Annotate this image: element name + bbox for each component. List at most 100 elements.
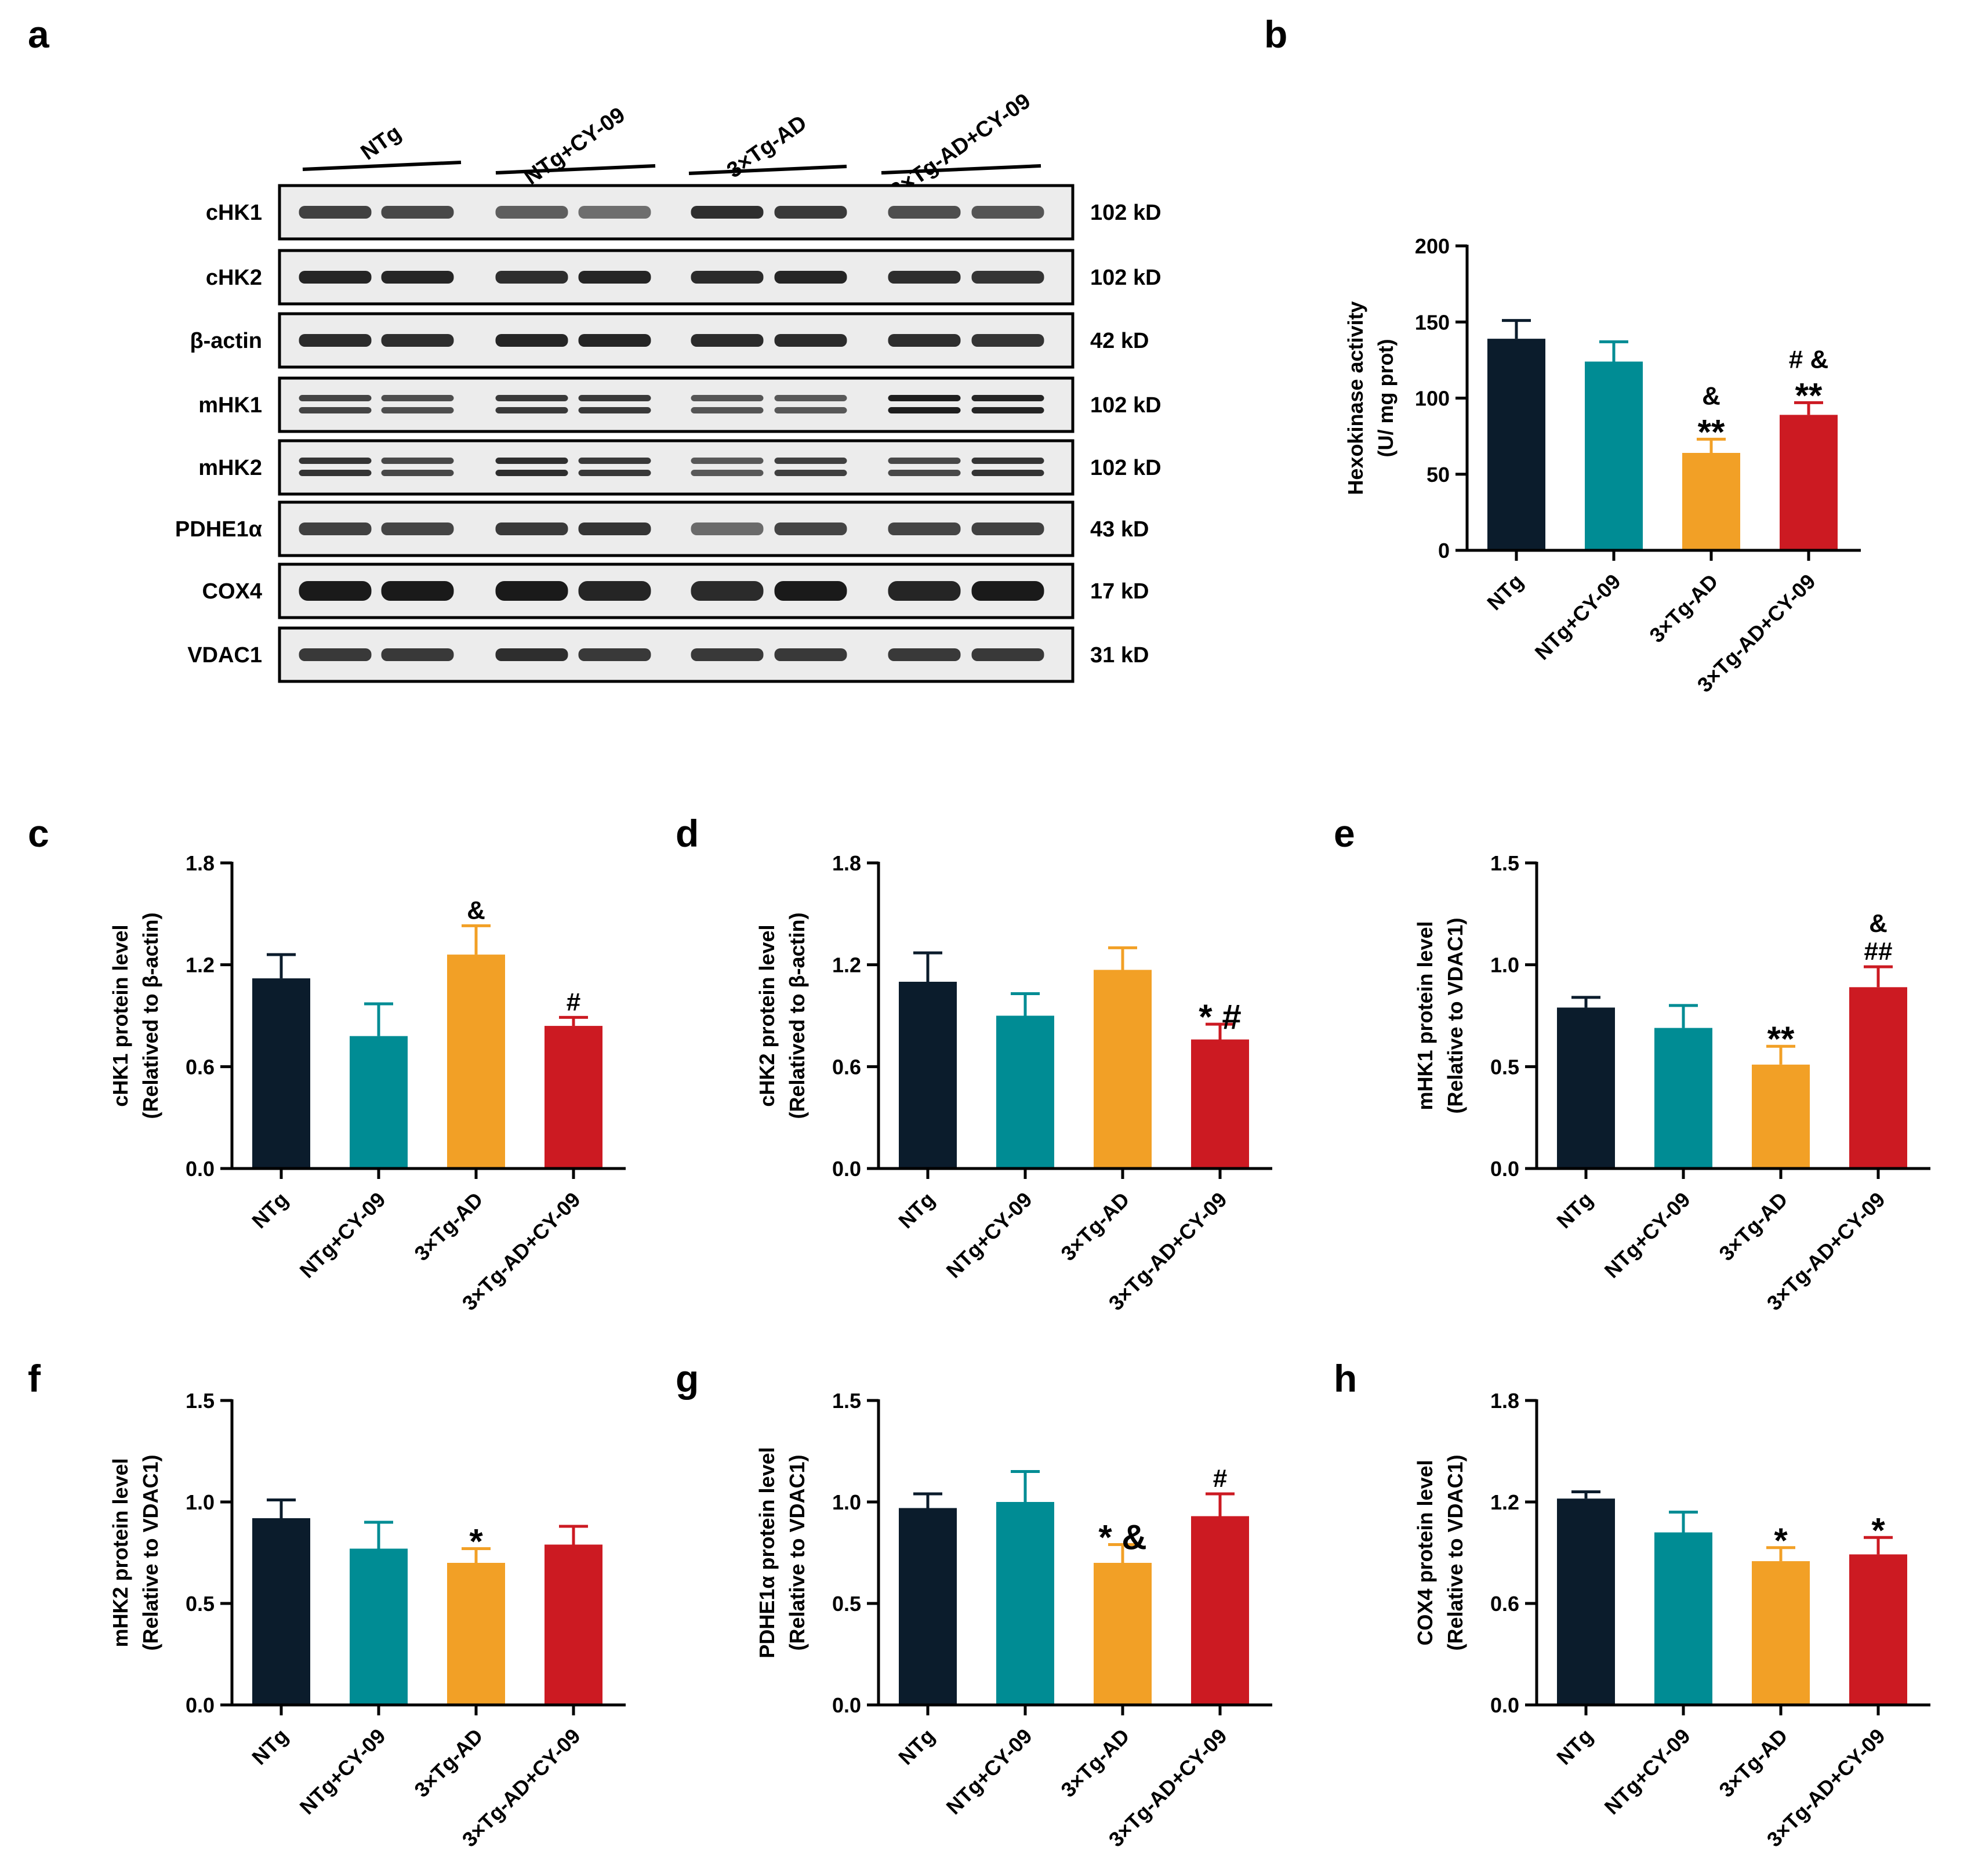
blot-band [381, 206, 454, 219]
group-label-ntg: NTg [357, 121, 406, 165]
blot-band-upper [381, 458, 454, 464]
x-tick-label: NTg [894, 1188, 939, 1233]
bar-3-tg-ad-cy-09 [545, 1026, 602, 1169]
blot-band [888, 334, 961, 347]
x-tick-label: NTg+CY-09 [1600, 1188, 1695, 1283]
y-tick-label: 1.0 [186, 1490, 215, 1514]
blot-band-upper [691, 458, 764, 464]
blot-band [971, 334, 1044, 347]
blot-band [774, 334, 847, 347]
bar-ntg-cy-09 [1585, 361, 1643, 550]
x-tick-label: NTg+CY-09 [942, 1188, 1037, 1283]
y-axis-title: (Relatived to β-actin) [139, 912, 162, 1119]
y-tick-label: 0.6 [832, 1055, 861, 1079]
y-tick-label: 150 [1415, 310, 1450, 334]
blot-size-label: 17 kD [1090, 579, 1149, 604]
y-axis-title: (Relative to VDAC1) [785, 1454, 809, 1650]
blot-band-upper [888, 395, 961, 401]
bar-ntg [899, 981, 957, 1169]
y-tick-label: 0.5 [186, 1592, 215, 1616]
blot-band [299, 271, 372, 284]
blot-band [578, 648, 651, 661]
blot-band [299, 648, 372, 661]
y-axis-title: cHK2 protein level [755, 924, 779, 1106]
blot-row-actin: β-actin 42 kD [190, 312, 1149, 369]
significance-mark: # [567, 988, 580, 1016]
blot-band [578, 206, 651, 219]
blot-band [495, 334, 568, 347]
blot-band-upper [774, 458, 847, 464]
blot-row-chk2: cHK2 102 kD [206, 249, 1161, 306]
bar-3-tg-ad [1682, 453, 1740, 550]
bar-ntg [1557, 1007, 1615, 1169]
bar-3-tg-ad [447, 955, 505, 1169]
significance-mark: * [1774, 1521, 1788, 1560]
blot-protein-label: VDAC1 [187, 643, 262, 667]
x-tick-label: NTg+CY-09 [295, 1188, 390, 1283]
bar-3-tg-ad-cy-09 [545, 1544, 602, 1705]
y-tick-label: 0.5 [832, 1592, 861, 1616]
x-tick-label: 3×Tg-AD [1056, 1724, 1134, 1802]
y-tick-label: 1.0 [832, 1490, 861, 1514]
blot-band [888, 581, 961, 601]
y-axis-title: mHK1 protein level [1413, 921, 1437, 1110]
group-label-3-tg-ad: 3×Tg-AD [723, 111, 811, 183]
blot-band-upper [971, 395, 1044, 401]
bar-ntg [252, 978, 310, 1169]
y-tick-label: 1.2 [186, 953, 215, 977]
panel-letter-h: h [1334, 1357, 1357, 1400]
bar-3-tg-ad-cy-09 [1849, 987, 1907, 1169]
panel-letter-d: d [676, 812, 699, 855]
group-bar-ntg [302, 161, 462, 171]
blot-band [578, 271, 651, 284]
y-tick-label: 0.0 [832, 1157, 861, 1181]
bar-ntg-cy-09 [350, 1548, 408, 1705]
blot-band [971, 581, 1044, 601]
blot-band-upper [495, 395, 568, 401]
blot-band [495, 271, 568, 284]
y-tick-label: 1.2 [832, 953, 861, 977]
bar-ntg [899, 1508, 957, 1705]
x-tick-label: 3×Tg-AD [1714, 1724, 1792, 1802]
blot-size-label: 43 kD [1090, 517, 1149, 542]
y-axis-title: (Relative to VDAC1) [1443, 1454, 1467, 1650]
significance-mark: ** [1698, 412, 1725, 451]
y-tick-label: 0.0 [1490, 1693, 1519, 1717]
blot-band-lower [495, 470, 568, 476]
blot-band [691, 648, 764, 661]
blot-band-lower [299, 470, 372, 476]
y-tick-label: 0.6 [1490, 1592, 1519, 1616]
blot-band [888, 648, 961, 661]
bar-3-tg-ad [1752, 1561, 1810, 1705]
y-axis-title: Hexokinase activity [1344, 301, 1367, 495]
y-tick-label: 1.8 [832, 851, 861, 875]
bar-3-tg-ad [1752, 1064, 1810, 1169]
blot-band [691, 206, 764, 219]
blot-band [578, 334, 651, 347]
blot-band-upper [774, 395, 847, 401]
significance-mark: & [467, 896, 485, 924]
blot-protein-label: mHK2 [198, 456, 262, 480]
significance-mark: * & [1098, 1518, 1146, 1557]
blot-band-upper [381, 395, 454, 401]
blot-band-lower [691, 470, 764, 476]
y-tick-label: 1.8 [1490, 1389, 1519, 1413]
bar-3-tg-ad-cy-09 [1191, 1516, 1249, 1705]
x-tick-label: NTg [1482, 569, 1527, 615]
blot-band-upper [299, 395, 372, 401]
significance-mark: * # [1199, 997, 1241, 1036]
blot-protein-label: β-actin [190, 329, 262, 353]
panel-letter-a: a [28, 13, 50, 56]
bar-ntg-cy-09 [1654, 1532, 1712, 1705]
blot-box [278, 376, 1075, 433]
blot-band [971, 206, 1044, 219]
y-tick-label: 0.5 [1490, 1055, 1519, 1079]
y-tick-label: 0 [1438, 539, 1450, 563]
blot-band [381, 648, 454, 661]
blot-band [691, 334, 764, 347]
y-tick-label: 0.6 [186, 1055, 215, 1079]
